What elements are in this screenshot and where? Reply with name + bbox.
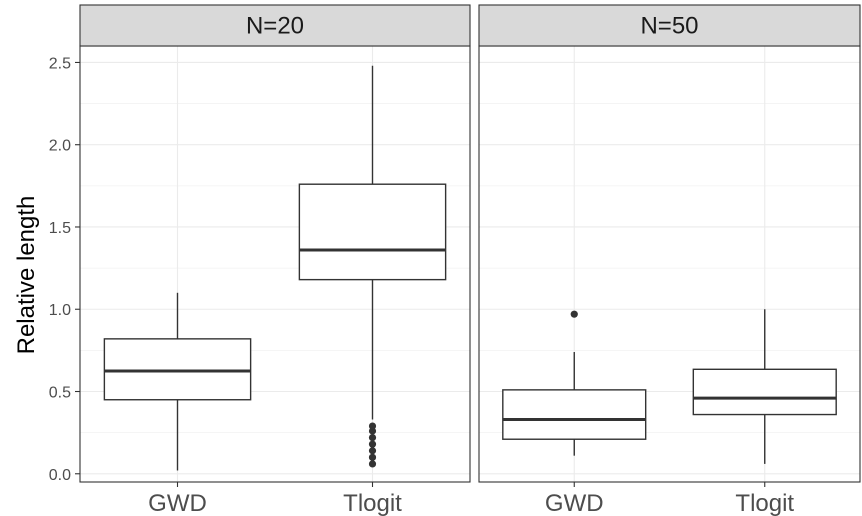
box-tlogit [692,309,837,464]
outlier-point [368,453,377,461]
y-tick-label: 2.0 [49,138,71,155]
outlier-point [368,440,377,448]
x-tick-label: GWD [545,490,604,516]
outlier-point [570,310,578,318]
box-gwd [502,310,647,456]
outlier-point [368,422,377,430]
strip-background [478,4,861,47]
facet-panel: N=20 GWD Tlogit [79,4,471,516]
facet-panel: N=50 GWD Tlogit [478,4,861,516]
box-iqr [103,338,252,401]
box-iqr [692,368,837,416]
strip-label: N=50 [640,13,698,40]
box-tlogit [298,65,447,468]
x-tick-label: Tlogit [343,490,402,516]
y-tick-label: 2.5 [49,55,71,72]
outlier-point [368,460,377,468]
y-tick-label: 0.5 [49,385,71,402]
y-tick-label: 1.0 [49,302,71,319]
strip-background [79,4,471,47]
outlier-point [368,427,377,435]
x-tick-label: Tlogit [735,490,794,516]
y-axis: 0.0 0.5 1.0 1.5 2.0 2.5 [49,55,80,484]
box-iqr [298,183,447,281]
box-iqr [502,389,647,440]
y-axis-title: Relative length [13,196,40,355]
outlier-point [368,433,377,442]
y-tick-label: 0.0 [49,467,71,484]
facet-panels: N=20 GWD Tlogit N=50 GWD Tlogit [79,4,861,516]
x-tick-label: GWD [148,490,207,516]
outlier-point [368,447,377,455]
box-gwd [103,292,252,471]
y-tick-label: 1.5 [49,220,71,237]
strip-label: N=20 [246,13,304,40]
